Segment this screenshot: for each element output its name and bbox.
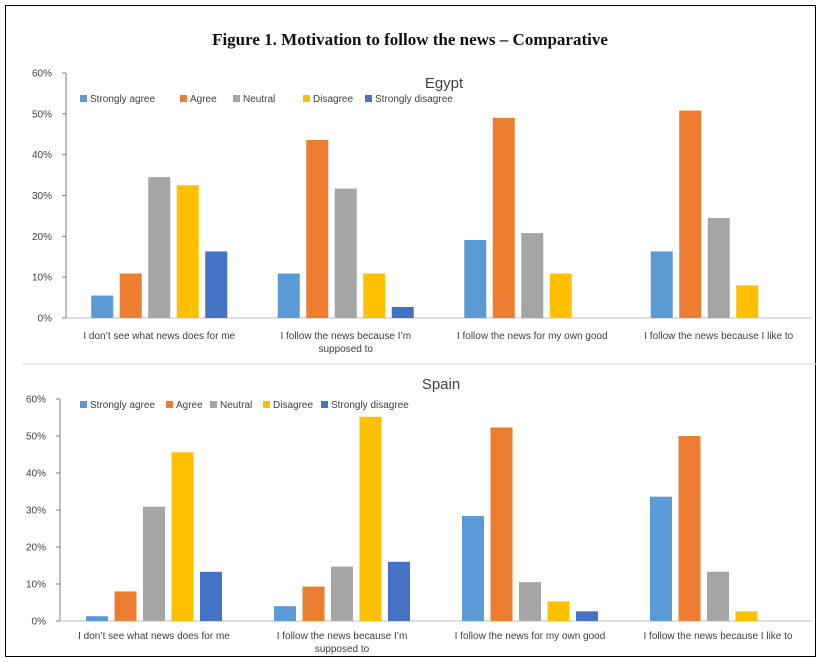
bar-strongly-disagree — [576, 611, 598, 621]
y-tick-label: 10% — [32, 273, 52, 284]
y-tick-label: 20% — [26, 543, 46, 554]
legend-label: Agree — [176, 400, 203, 411]
legend-swatch — [180, 95, 187, 102]
bar-neutral — [334, 188, 357, 318]
bar-disagree — [363, 273, 386, 318]
bar-strongly-agree — [464, 240, 487, 318]
bar-agree — [114, 591, 137, 621]
legend-swatch — [233, 95, 240, 102]
legend-label: Strongly disagree — [331, 400, 409, 411]
legend-swatch — [263, 401, 270, 408]
x-category-label: I follow the news because I’m — [277, 631, 408, 642]
x-category-label: I follow the news for my own good — [457, 331, 608, 342]
bar-strongly-agree — [462, 515, 484, 621]
legend-label: Disagree — [313, 94, 353, 105]
bar-disagree — [736, 285, 759, 318]
y-tick-label: 0% — [32, 617, 47, 628]
bar-neutral — [707, 217, 730, 318]
legend-label: Neutral — [243, 94, 275, 105]
x-category-label: I follow the news because I like to — [644, 331, 793, 342]
bar-strongly-agree — [277, 273, 300, 318]
bar-neutral — [521, 233, 544, 318]
bar-strongly-agree — [86, 616, 108, 621]
legend-swatch — [80, 95, 87, 102]
bar-strongly-agree — [274, 606, 296, 621]
legend-swatch — [365, 95, 372, 102]
bar-disagree — [547, 601, 570, 621]
y-tick-label: 50% — [32, 109, 52, 120]
chart-title: Spain — [422, 376, 460, 393]
x-category-label: I follow the news because I like to — [644, 631, 793, 642]
bar-agree — [306, 139, 329, 318]
legend-label: Strongly agree — [90, 94, 155, 105]
y-tick-label: 50% — [26, 432, 46, 443]
bar-agree — [119, 273, 142, 318]
bar-strongly-disagree — [200, 571, 222, 621]
x-category-label: I follow the news because I’m — [280, 331, 411, 342]
figure-title: Figure 1. Motivation to follow the news … — [212, 30, 608, 49]
y-tick-label: 40% — [26, 469, 46, 480]
x-category-label: supposed to — [319, 344, 374, 355]
charts: Egypt 0% 10% 20% 30% 40% 50% 60% I don’t see wha… — [26, 69, 812, 655]
chart-panel-0: Egypt 0% 10% 20% 30% 40% 50% 60% I don’t see wha… — [32, 69, 812, 355]
bar-strongly-agree — [650, 251, 673, 318]
legend-swatch — [80, 401, 87, 408]
legend-swatch — [303, 95, 310, 102]
bar-disagree — [171, 452, 194, 621]
legend-label: Agree — [190, 94, 217, 105]
x-category-label: I don’t see what news does for me — [78, 631, 230, 642]
legend-swatch — [210, 401, 217, 408]
legend-swatch — [321, 401, 328, 408]
legend-label: Strongly agree — [90, 400, 155, 411]
x-category-label: I don’t see what news does for me — [83, 331, 235, 342]
y-tick-label: 10% — [26, 580, 46, 591]
bar-strongly-disagree — [391, 306, 414, 318]
chart-title: Egypt — [425, 75, 464, 92]
bar-neutral — [331, 566, 353, 621]
legend-label: Strongly disagree — [375, 94, 453, 105]
bar-agree — [492, 117, 515, 319]
y-tick-label: 40% — [32, 150, 52, 161]
y-tick-label: 0% — [38, 314, 53, 325]
y-tick-label: 20% — [32, 232, 52, 243]
bar-disagree — [359, 416, 382, 621]
chart-panel-1: Spain 0% 10% 20% 30% 40% 50% 60% I don’t see wha… — [26, 376, 812, 655]
legend-swatch — [166, 401, 173, 408]
bar-neutral — [143, 506, 165, 621]
bar-neutral — [519, 582, 541, 621]
x-category-label: I follow the news for my own good — [455, 631, 606, 642]
bar-neutral — [148, 177, 171, 318]
bar-agree — [678, 436, 701, 621]
bar-disagree — [176, 185, 199, 318]
x-category-label: supposed to — [315, 644, 370, 655]
y-tick-label: 60% — [32, 69, 52, 80]
bar-strongly-agree — [650, 496, 672, 621]
y-tick-label: 30% — [32, 191, 52, 202]
bar-agree — [490, 427, 513, 621]
bar-agree — [679, 110, 702, 318]
bar-disagree — [549, 273, 572, 318]
bar-strongly-disagree — [205, 251, 228, 318]
bar-agree — [302, 586, 325, 621]
bar-disagree — [735, 611, 758, 621]
legend-label: Neutral — [220, 400, 252, 411]
bar-strongly-disagree — [388, 561, 410, 621]
y-tick-label: 30% — [26, 506, 46, 517]
y-tick-label: 60% — [26, 395, 46, 406]
legend-label: Disagree — [273, 400, 313, 411]
bar-strongly-agree — [91, 295, 114, 318]
bar-neutral — [707, 571, 729, 621]
